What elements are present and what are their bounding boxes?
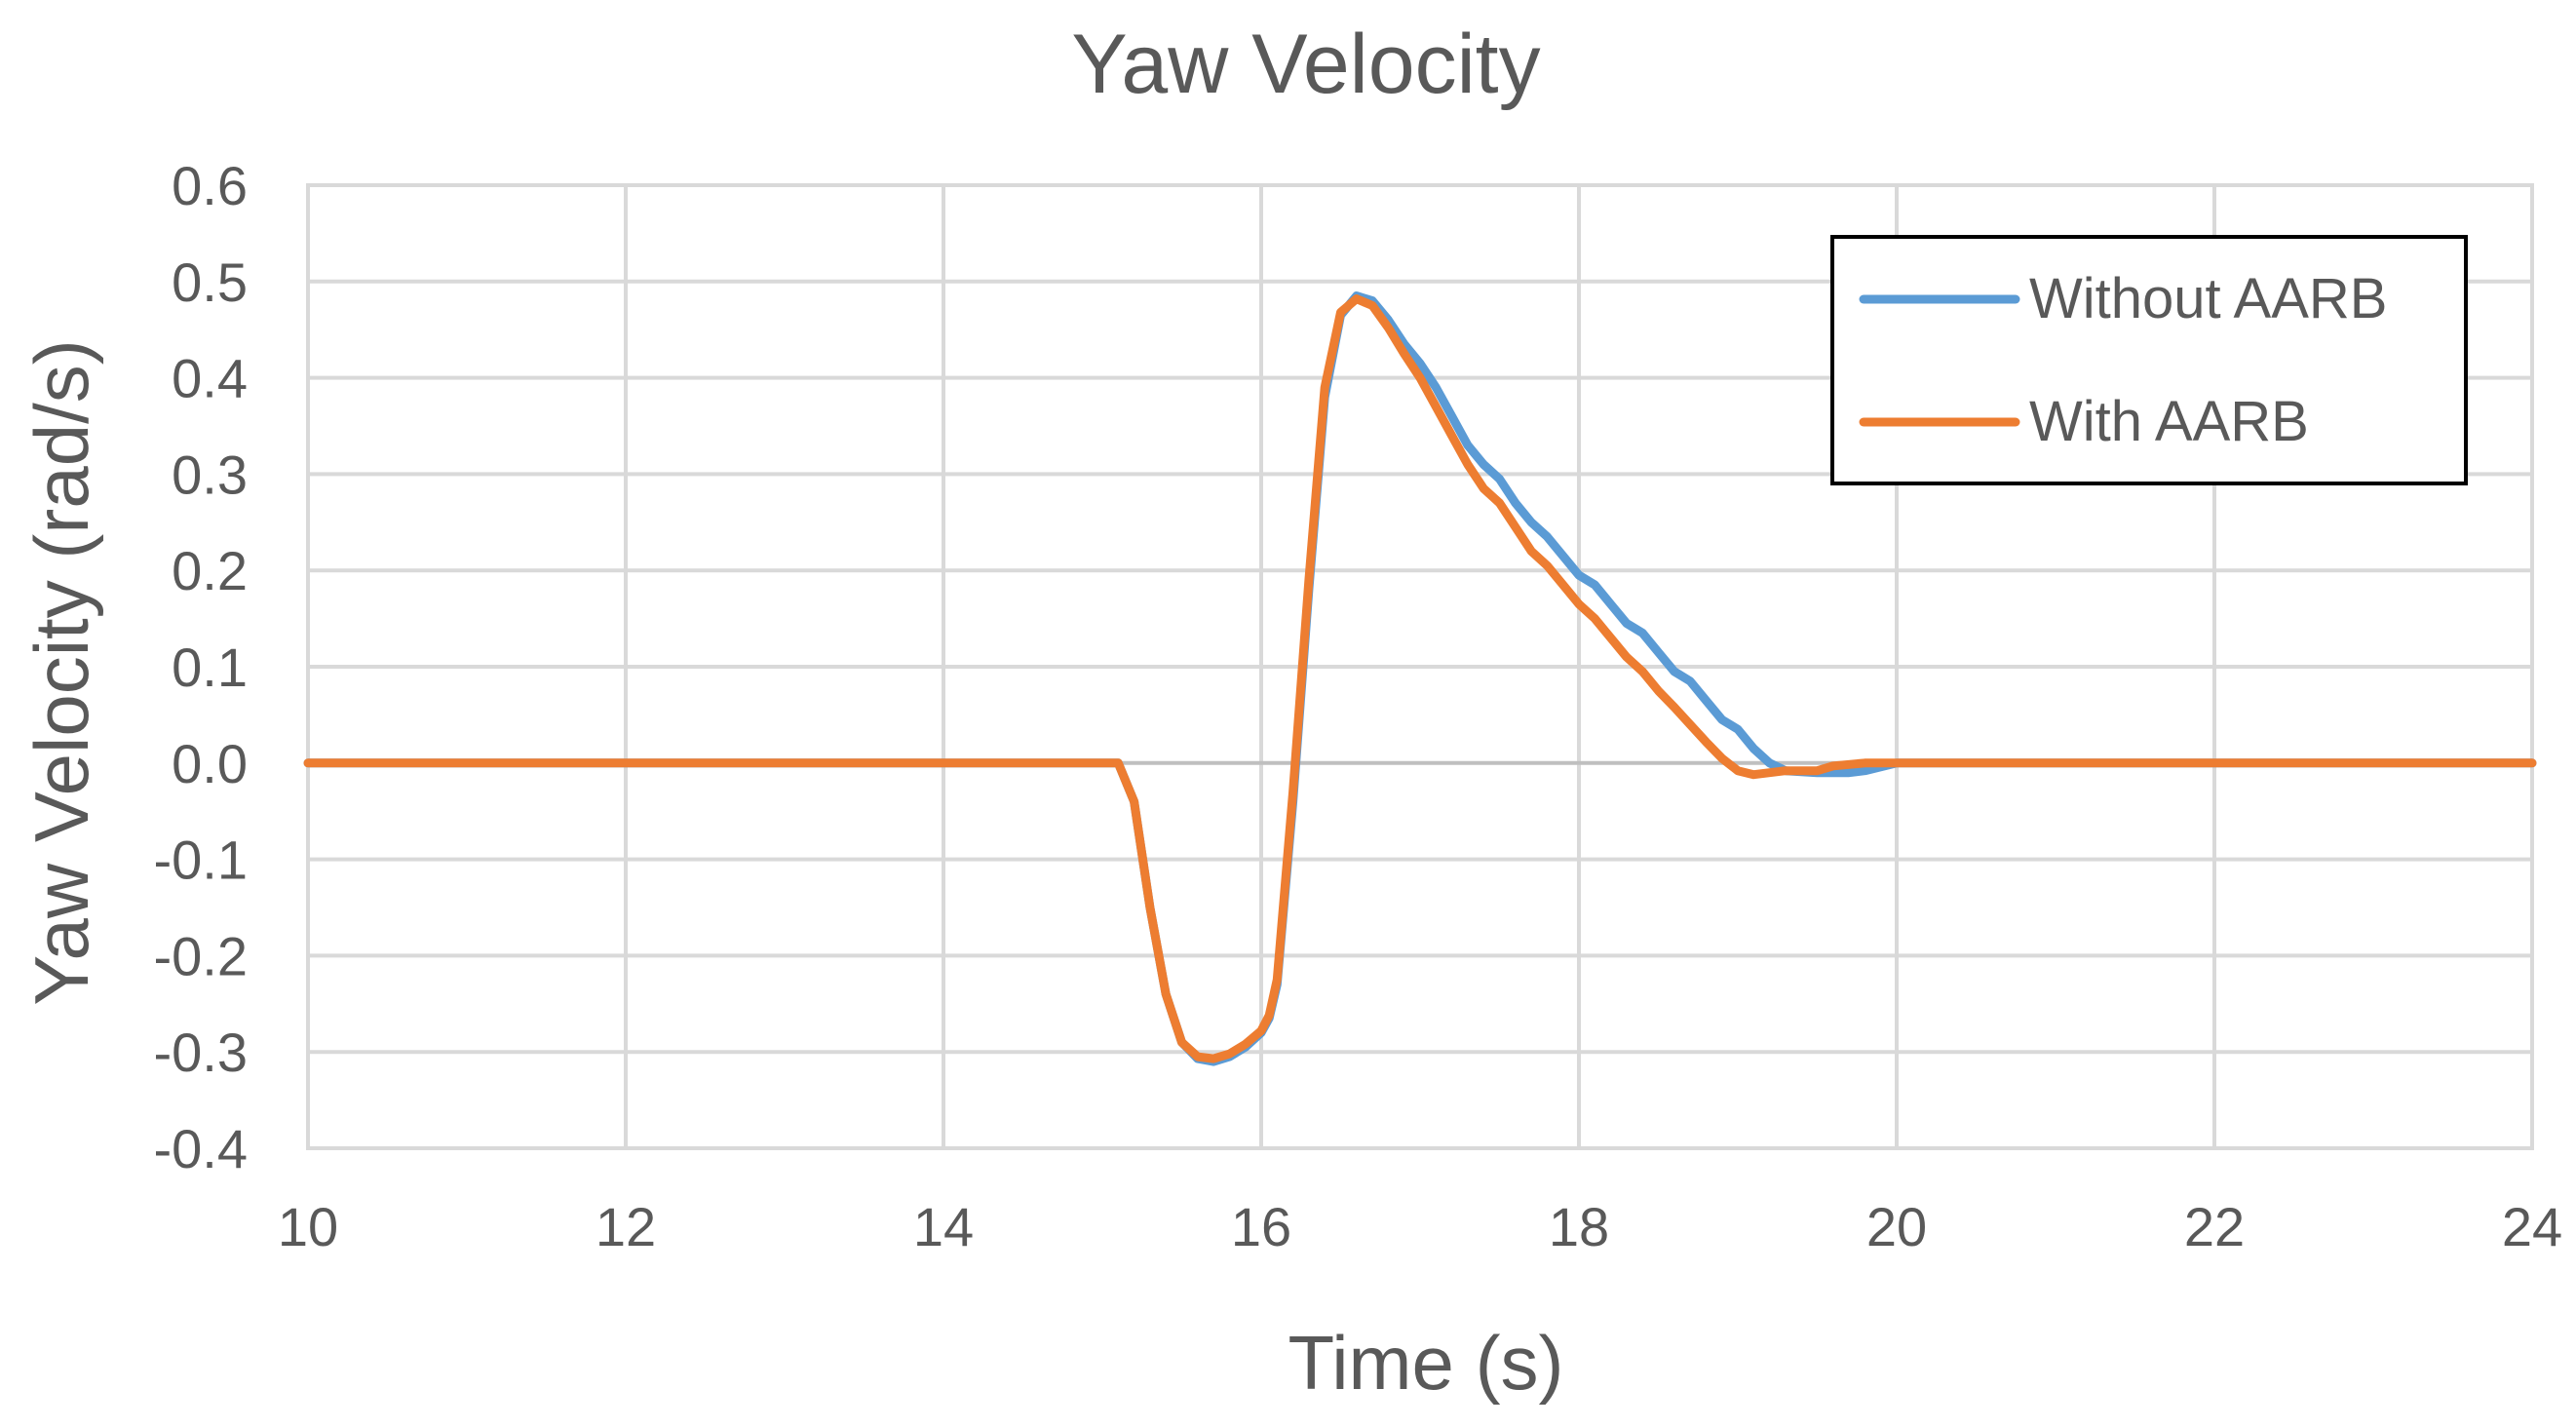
y-tick-label: -0.3 xyxy=(154,1022,249,1083)
plot-frame xyxy=(306,183,2534,1150)
legend-label-with-aarb: With AARB xyxy=(2029,390,2309,453)
x-tick-label: 16 xyxy=(1231,1196,1291,1257)
y-tick-label: -0.2 xyxy=(154,925,249,986)
series-layer xyxy=(303,291,2537,1066)
x-tick-label: 18 xyxy=(1549,1196,1609,1257)
x-tick-label: 20 xyxy=(1866,1196,1927,1257)
grid-layer xyxy=(306,183,2534,1150)
series-line-with-aarb xyxy=(303,294,2537,1063)
y-tick-label: -0.4 xyxy=(154,1118,249,1179)
y-tick-label: 0.6 xyxy=(172,155,248,216)
legend-label-without-aarb: Without AARB xyxy=(2029,267,2387,330)
tick-layer: -0.4 -0.3 -0.2 -0.1 0.0 0.1 0.2 0.3 0.4 0.5 0.6 10 1… xyxy=(154,155,2563,1257)
y-tick-label: 0.3 xyxy=(172,444,248,505)
y-tick-label: 0.5 xyxy=(172,251,248,313)
legend: Without AARB With AARB xyxy=(1830,235,2468,485)
x-axis-title: Time (s) xyxy=(1288,1320,1563,1406)
x-tick-label: 14 xyxy=(913,1196,974,1257)
x-tick-label: 12 xyxy=(596,1196,656,1257)
y-tick-label: 0.2 xyxy=(172,540,248,601)
y-axis-title: Yaw Velocity (rad/s) xyxy=(19,339,104,1005)
x-tick-label: 24 xyxy=(2502,1196,2562,1257)
y-tick-label: 0.1 xyxy=(172,637,248,698)
legend-box xyxy=(1830,235,2468,485)
x-tick-label: 10 xyxy=(278,1196,338,1257)
x-tick-label: 22 xyxy=(2184,1196,2245,1257)
y-tick-label: 0.4 xyxy=(172,348,248,409)
y-tick-label: -0.1 xyxy=(154,830,249,891)
chart-title: Yaw Velocity xyxy=(1071,18,1540,111)
y-tick-label: 0.0 xyxy=(172,733,248,794)
